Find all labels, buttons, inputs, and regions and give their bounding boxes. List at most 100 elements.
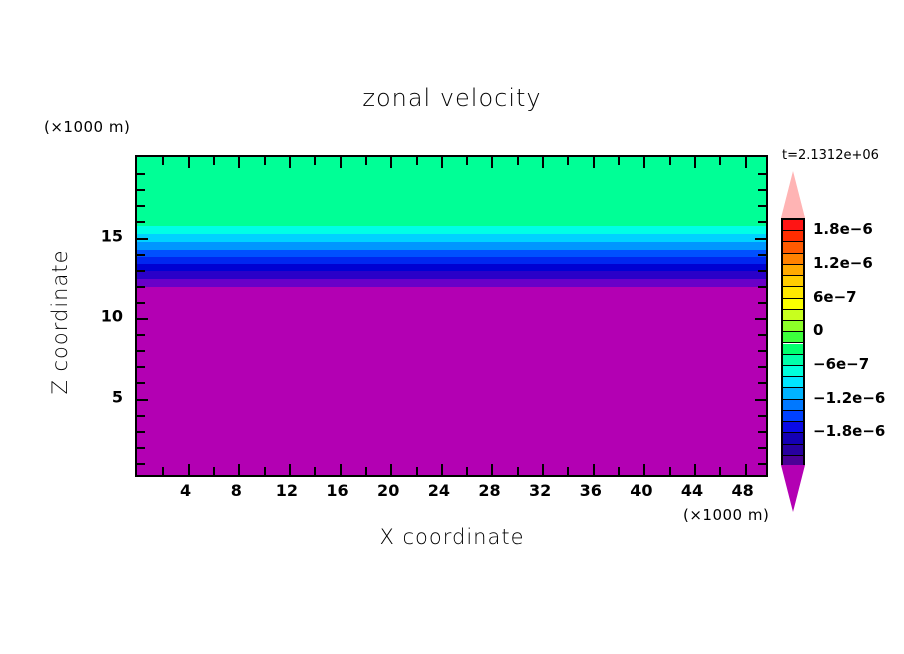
x-axis-tick-top xyxy=(694,157,697,168)
x-axis-tick-top xyxy=(187,157,190,168)
contour-band xyxy=(137,157,766,227)
colorbar-band xyxy=(783,354,803,366)
x-axis-minor-tick-top xyxy=(516,157,519,165)
y-axis-tick-right xyxy=(755,398,766,401)
y-axis-minor-tick xyxy=(137,189,145,192)
colorbar-band xyxy=(783,264,803,277)
x-axis-units-label: (×1000 m) xyxy=(683,506,770,524)
y-axis-tick-label: 15 xyxy=(100,226,123,245)
colorbar-band xyxy=(783,332,803,344)
colorbar-band xyxy=(783,388,803,400)
colorbar-tick-label: 6e−7 xyxy=(813,287,857,306)
x-axis-tick xyxy=(694,464,697,475)
colorbar-band xyxy=(783,242,803,254)
x-axis-minor-tick xyxy=(516,467,519,475)
x-axis-tick-label: 48 xyxy=(731,481,754,500)
y-axis-minor-tick xyxy=(137,382,145,385)
x-axis-minor-tick-top xyxy=(314,157,317,165)
contour-band xyxy=(137,226,766,235)
x-axis-tick xyxy=(744,464,747,475)
colorbar-tick-label: 1.2e−6 xyxy=(813,253,873,272)
x-axis-tick-label: 36 xyxy=(579,481,602,500)
y-axis-minor-tick xyxy=(137,205,145,208)
contour-band xyxy=(137,271,766,279)
y-axis-minor-tick xyxy=(137,430,145,433)
y-axis-minor-tick-right xyxy=(758,350,766,353)
colorbar-tick-label: 0 xyxy=(813,321,824,340)
x-axis-tick-label: 12 xyxy=(275,481,299,500)
x-axis-tick-label: 44 xyxy=(680,481,704,500)
y-axis-minor-tick xyxy=(137,350,145,353)
colorbar-band xyxy=(783,343,803,355)
contour-band xyxy=(137,234,766,243)
colorbar-tick-label: −1.8e−6 xyxy=(813,422,886,441)
y-axis-minor-tick xyxy=(137,334,145,337)
colorbar-band xyxy=(783,253,803,265)
colorbar-band xyxy=(783,321,803,333)
x-axis-minor-tick xyxy=(314,467,317,475)
x-axis-minor-tick xyxy=(719,467,722,475)
x-axis-minor-tick xyxy=(415,467,418,475)
x-axis-tick-label: 24 xyxy=(427,481,450,500)
x-axis-tick xyxy=(339,464,342,475)
x-axis-tick-label: 16 xyxy=(326,481,349,500)
y-axis-minor-tick-right xyxy=(758,269,766,272)
y-axis-minor-tick xyxy=(137,414,145,417)
x-axis-minor-tick xyxy=(466,467,469,475)
x-axis-tick-top xyxy=(542,157,545,168)
colorbar-body xyxy=(781,218,805,467)
colorbar-band xyxy=(783,298,803,310)
y-axis-tick xyxy=(137,237,148,240)
y-axis-tick xyxy=(137,398,148,401)
x-axis-tick xyxy=(592,464,595,475)
x-axis-tick-label: 28 xyxy=(478,481,501,500)
contour-band xyxy=(137,264,766,272)
x-axis-minor-tick xyxy=(162,467,165,475)
y-axis-tick-right xyxy=(755,318,766,320)
colorbar-band xyxy=(783,287,803,299)
y-axis-tick xyxy=(137,318,148,320)
colorbar-band xyxy=(783,231,803,243)
y-axis-minor-tick-right xyxy=(758,446,766,449)
colorbar-band xyxy=(783,276,803,288)
x-axis-minor-tick-top xyxy=(415,157,418,165)
x-axis-minor-tick xyxy=(263,467,266,475)
x-axis-tick-top xyxy=(390,157,393,168)
x-axis-minor-tick-top xyxy=(466,157,469,165)
plot-area xyxy=(135,155,768,477)
y-axis-tick-right xyxy=(755,237,766,240)
x-axis-tick-label: 4 xyxy=(180,481,192,500)
x-axis-tick xyxy=(440,464,443,475)
x-axis-tick xyxy=(238,464,241,475)
x-axis-minor-tick xyxy=(668,467,671,475)
y-axis-tick-label: 5 xyxy=(111,387,123,406)
colorbar-band xyxy=(783,410,803,423)
x-axis-minor-tick-top xyxy=(567,157,570,165)
x-axis-tick-top xyxy=(744,157,747,168)
x-axis-tick-label: 20 xyxy=(377,481,400,500)
x-axis-tick xyxy=(542,464,545,475)
y-axis-minor-tick xyxy=(137,366,145,369)
y-axis-minor-tick xyxy=(137,269,145,272)
x-axis-tick-label: 40 xyxy=(630,481,653,500)
x-axis-title: X coordinate xyxy=(379,525,525,549)
colorbar-band xyxy=(783,444,803,456)
x-axis-minor-tick-top xyxy=(719,157,722,165)
contour-band-layer xyxy=(137,157,766,475)
x-axis-minor-tick xyxy=(567,467,570,475)
colorbar-tick-label: −1.2e−6 xyxy=(813,388,886,407)
x-axis-tick-top xyxy=(491,157,494,168)
colorbar-band xyxy=(783,399,803,411)
y-axis-minor-tick xyxy=(137,446,145,449)
y-axis-minor-tick xyxy=(137,221,145,224)
y-axis-minor-tick-right xyxy=(758,334,766,337)
colorbar-top-arrow-icon xyxy=(781,171,805,218)
contour-band xyxy=(137,278,766,287)
x-axis-minor-tick-top xyxy=(618,157,621,165)
colorbar-band xyxy=(783,422,803,434)
x-axis-minor-tick-top xyxy=(212,157,215,165)
y-axis-minor-tick-right xyxy=(758,462,766,465)
x-axis-minor-tick xyxy=(618,467,621,475)
y-axis-minor-tick-right xyxy=(758,205,766,208)
y-axis-minor-tick-right xyxy=(758,253,766,256)
